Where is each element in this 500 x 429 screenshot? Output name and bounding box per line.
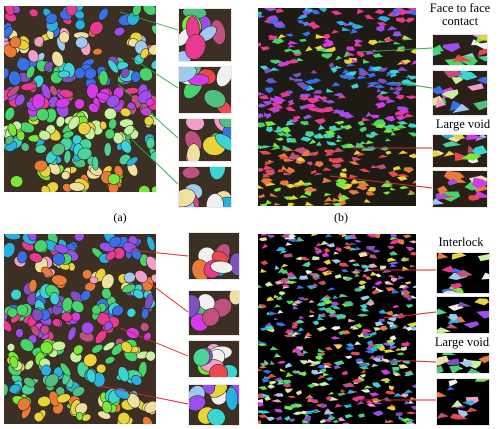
panel-a-inset-4 [178, 166, 232, 208]
panel-d-inset-3 [436, 352, 490, 374]
panel-a-inset-3 [178, 118, 232, 162]
panel-c-inset-4 [188, 384, 240, 426]
panel-a-inset-1 [178, 8, 232, 62]
particle-packing-c [4, 234, 156, 424]
panel-a-image [4, 6, 156, 192]
panel-b-caption: (b) [334, 210, 348, 224]
panel-c-inset-1 [188, 232, 240, 280]
panel-b-inset-2 [432, 70, 488, 116]
panel-d-annotation-interlock: Interlock [438, 235, 484, 249]
panel-d-inset-2 [436, 296, 490, 334]
panel-b-annotation-large-void: Large void [435, 117, 491, 131]
particle-packing-a [4, 6, 156, 192]
panel-d-image [258, 234, 416, 424]
panel-a-inset-2 [178, 66, 232, 114]
panel-b-inset-1 [432, 34, 488, 66]
panel-d-inset-4 [436, 378, 490, 426]
panel-b-annotation-face-contact: Face to face contact [429, 1, 491, 28]
panel-b-image [258, 8, 416, 206]
particle-packing-d [258, 234, 416, 424]
panel-b-inset-4 [432, 170, 488, 208]
panel-d-inset-1 [436, 252, 490, 294]
panel-c-inset-3 [188, 340, 240, 378]
particle-packing-b [258, 8, 416, 206]
panel-b-inset-3 [432, 134, 488, 168]
panel-a-caption: (a) [113, 210, 127, 224]
panel-d-annotation-large-void: Large void [434, 335, 490, 349]
panel-c-image [4, 234, 156, 424]
panel-c-inset-2 [188, 290, 240, 336]
